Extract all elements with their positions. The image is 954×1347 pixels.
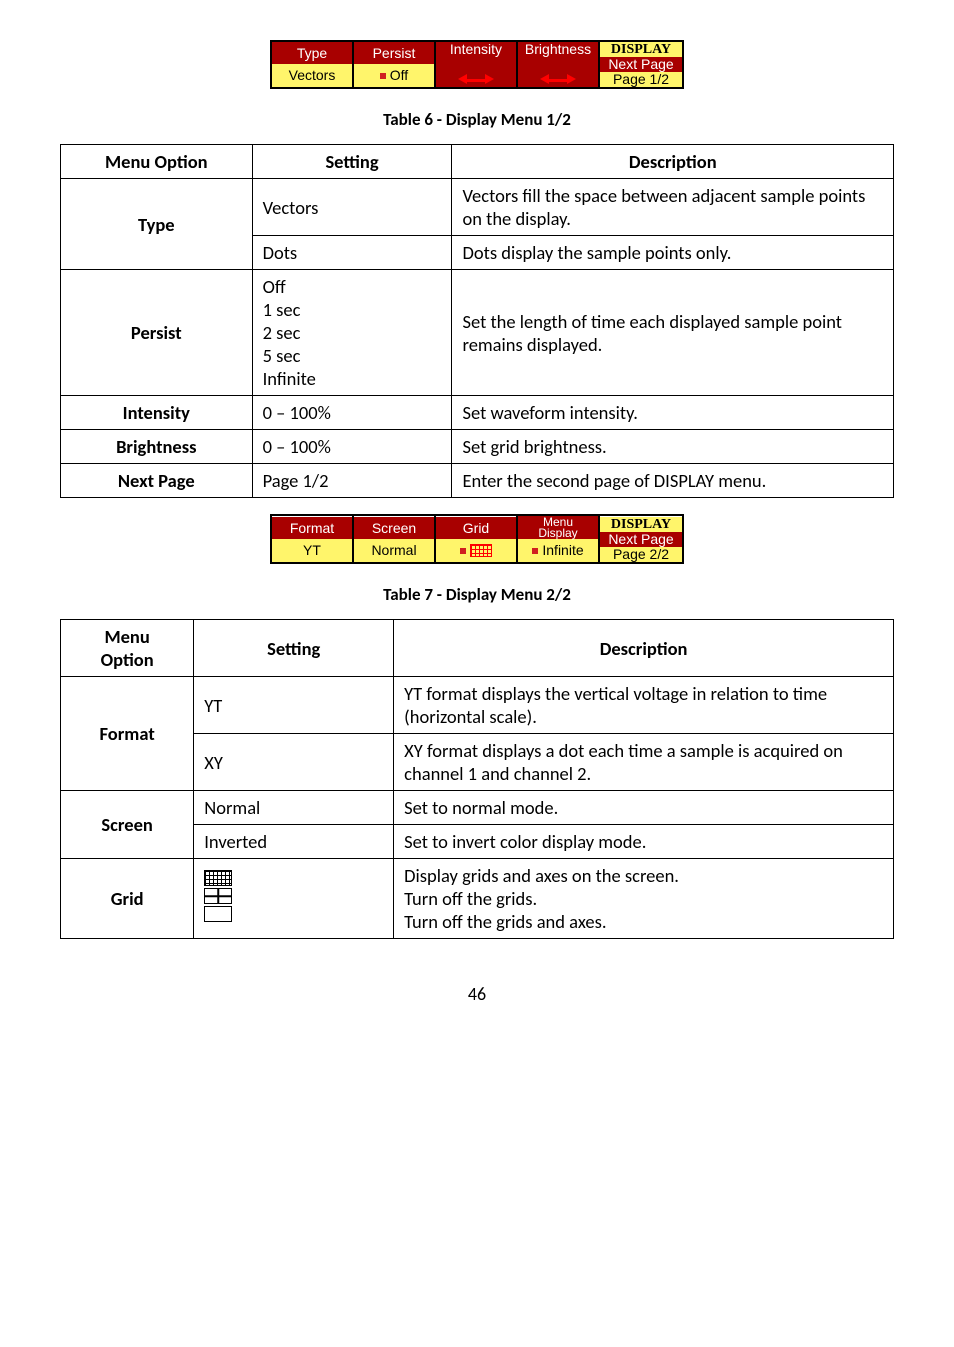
t2-format-setting-yt: YT [194,677,394,734]
scope2-nextpage-label: Next Page [600,532,682,547]
table-7-caption: Table 7 - Display Menu 2/2 [60,584,894,605]
scope2-screen-value: Normal [354,539,434,562]
t1-persist-settings: Off 1 sec 2 sec 5 sec Infinite [252,270,452,396]
page-number: 46 [60,983,894,1005]
grid-none-icon [204,906,232,922]
scope2-page-indicator: Page 2/2 [600,547,682,562]
scope1-page-indicator: Page 1/2 [600,72,682,87]
t2-header-option: MenuOption [61,620,194,677]
t1-brightness-setting: 0 – 100% [252,430,452,464]
scope1-type-label: Type [272,42,352,64]
grid-axes-icon [204,888,232,904]
t2-header-description: Description [394,620,894,677]
grid-full-icon [204,870,232,886]
t1-type-desc-dots: Dots display the sample points only. [452,236,894,270]
scope2-grid-label: Grid [436,517,516,539]
t2-format-desc-xy: XY format displays a dot each time a sam… [394,734,894,791]
t1-type-desc-vectors: Vectors fill the space between adjacent … [452,179,894,236]
grid-icon [470,544,492,557]
scope2-menudisplay-value: Infinite [518,539,598,562]
t2-screen-setting-normal: Normal [194,791,394,825]
t2-format-setting-xy: XY [194,734,394,791]
t2-grid-label: Grid [61,859,194,939]
t1-persist-label: Persist [61,270,253,396]
t1-type-setting-dots: Dots [252,236,452,270]
t1-header-setting: Setting [252,145,452,179]
t2-screen-desc-inverted: Set to invert color display mode. [394,825,894,859]
scope1-persist-value: Off [354,64,434,87]
scope2-screen-label: Screen [354,517,434,539]
scope1-brightness-cell: Brightness 40% [518,42,598,87]
left-right-arrow-icon [436,73,516,85]
scope-menu-1: Type Vectors Persist Off Intensity 60% B… [270,40,684,89]
t2-format-label: Format [61,677,194,791]
t1-intensity-setting: 0 – 100% [252,396,452,430]
t1-intensity-desc: Set waveform intensity. [452,396,894,430]
display-menu-table-2: MenuOption Setting Description Format YT… [60,619,894,939]
scope2-display-title: DISPLAY [600,517,682,532]
scope1-persist-label: Persist [354,42,434,64]
t1-nextpage-setting: Page 1/2 [252,464,452,498]
t1-header-option: Menu Option [61,145,253,179]
t1-nextpage-label: Next Page [61,464,253,498]
t2-screen-desc-normal: Set to normal mode. [394,791,894,825]
t1-nextpage-desc: Enter the second page of DISPLAY menu. [452,464,894,498]
scope2-format-value: YT [272,539,352,562]
t2-grid-setting-icons [194,859,394,939]
t1-brightness-label: Brightness [61,430,253,464]
scope-menu-2: Format YT Screen Normal Grid MenuDisplay… [270,514,684,564]
t2-format-desc-yt: YT format displays the vertical voltage … [394,677,894,734]
scope2-grid-value [436,539,516,562]
display-menu-table-1: Menu Option Setting Description Type Vec… [60,144,894,498]
scope2-format-label: Format [272,517,352,539]
scope1-display-title: DISPLAY [600,42,682,57]
t2-screen-label: Screen [61,791,194,859]
t2-grid-descs: Display grids and axes on the screen. Tu… [394,859,894,939]
t2-header-setting: Setting [194,620,394,677]
t1-persist-desc: Set the length of time each displayed sa… [452,270,894,396]
scope1-intensity-cell: Intensity 60% [436,42,516,87]
t2-screen-setting-inverted: Inverted [194,825,394,859]
scope1-type-value: Vectors [272,64,352,87]
t1-brightness-desc: Set grid brightness. [452,430,894,464]
scope1-nextpage-label: Next Page [600,57,682,72]
t1-type-setting-vectors: Vectors [252,179,452,236]
t1-header-description: Description [452,145,894,179]
table-6-caption: Table 6 - Display Menu 1/2 [60,109,894,130]
scope2-menudisplay-label: MenuDisplay [518,516,598,539]
t1-type-label: Type [61,179,253,270]
t1-intensity-label: Intensity [61,396,253,430]
left-right-arrow-icon [518,73,598,85]
